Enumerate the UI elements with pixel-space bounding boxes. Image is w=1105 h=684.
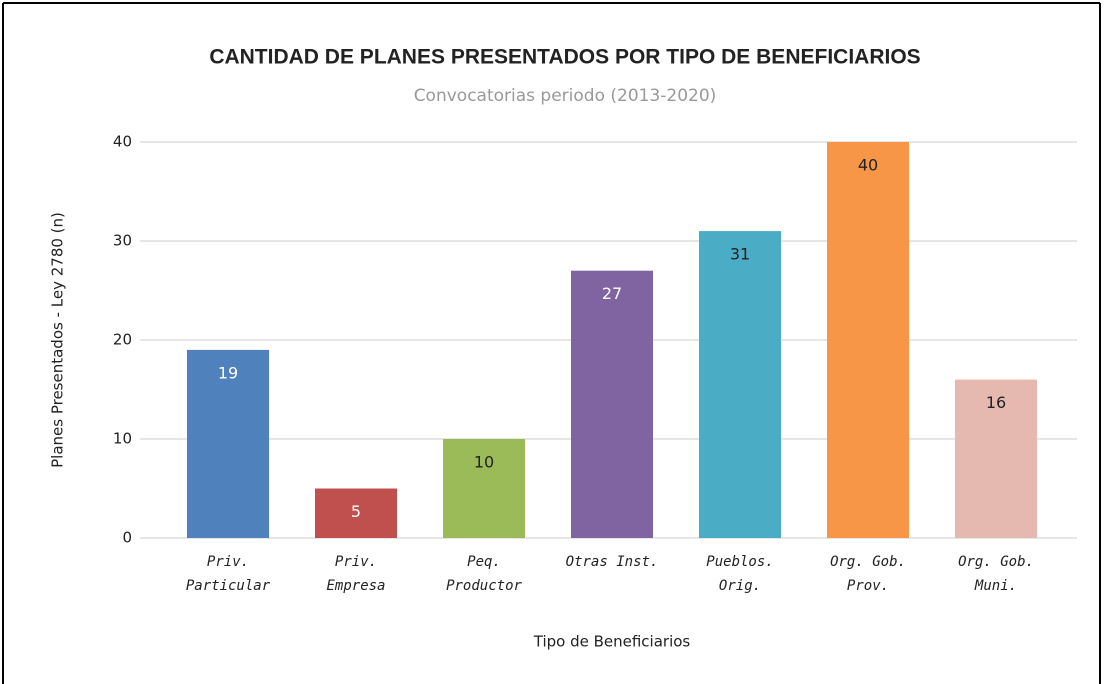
x-tick-label: Muni. <box>974 578 1017 594</box>
bar <box>443 439 525 538</box>
x-tick-label: Orig. <box>719 578 761 594</box>
value-label: 5 <box>351 502 361 521</box>
y-tick-label: 30 <box>113 232 132 250</box>
y-tick-label: 10 <box>113 430 132 448</box>
value-label: 16 <box>986 393 1006 412</box>
x-axis-label: Tipo de Beneficiarios <box>533 633 691 651</box>
bar <box>827 142 909 538</box>
x-tick-label: Pueblos. <box>706 554 773 570</box>
x-tick-label: Otras Inst. <box>566 554 659 570</box>
x-tick-label: Org. Gob. <box>830 554 906 570</box>
x-tick-label: Productor <box>446 578 522 594</box>
chart-subtitle: Convocatorias periodo (2013-2020) <box>414 86 717 106</box>
x-tick-label: Empresa <box>326 578 385 594</box>
value-label: 10 <box>474 453 494 472</box>
value-label: 31 <box>730 245 750 264</box>
bar <box>955 379 1037 538</box>
chart-title: CANTIDAD DE PLANES PRESENTADOS POR TIPO … <box>209 46 920 69</box>
bar <box>571 270 653 538</box>
x-tick-label: Priv. <box>207 554 249 570</box>
bar <box>315 488 397 538</box>
y-axis-label: Planes Presentados - Ley 2780 (n) <box>49 212 67 468</box>
x-tick-label: Particular <box>186 578 271 594</box>
x-tick-label: Org. Gob. <box>958 554 1034 570</box>
y-tick-label: 20 <box>113 331 132 349</box>
x-tick-label: Peq. <box>467 554 501 570</box>
x-tick-label: Prov. <box>847 578 889 594</box>
y-tick-label: 40 <box>113 133 132 151</box>
bar <box>699 231 781 538</box>
x-tick-label: Priv. <box>335 554 377 570</box>
value-label: 27 <box>602 284 622 303</box>
bar <box>187 349 269 538</box>
y-tick-label: 0 <box>122 529 132 547</box>
value-label: 40 <box>858 156 878 175</box>
value-label: 19 <box>218 363 238 382</box>
